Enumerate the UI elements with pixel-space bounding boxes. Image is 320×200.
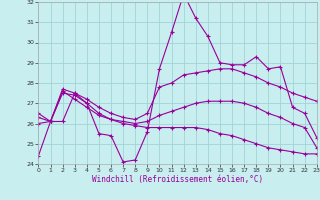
X-axis label: Windchill (Refroidissement éolien,°C): Windchill (Refroidissement éolien,°C): [92, 175, 263, 184]
